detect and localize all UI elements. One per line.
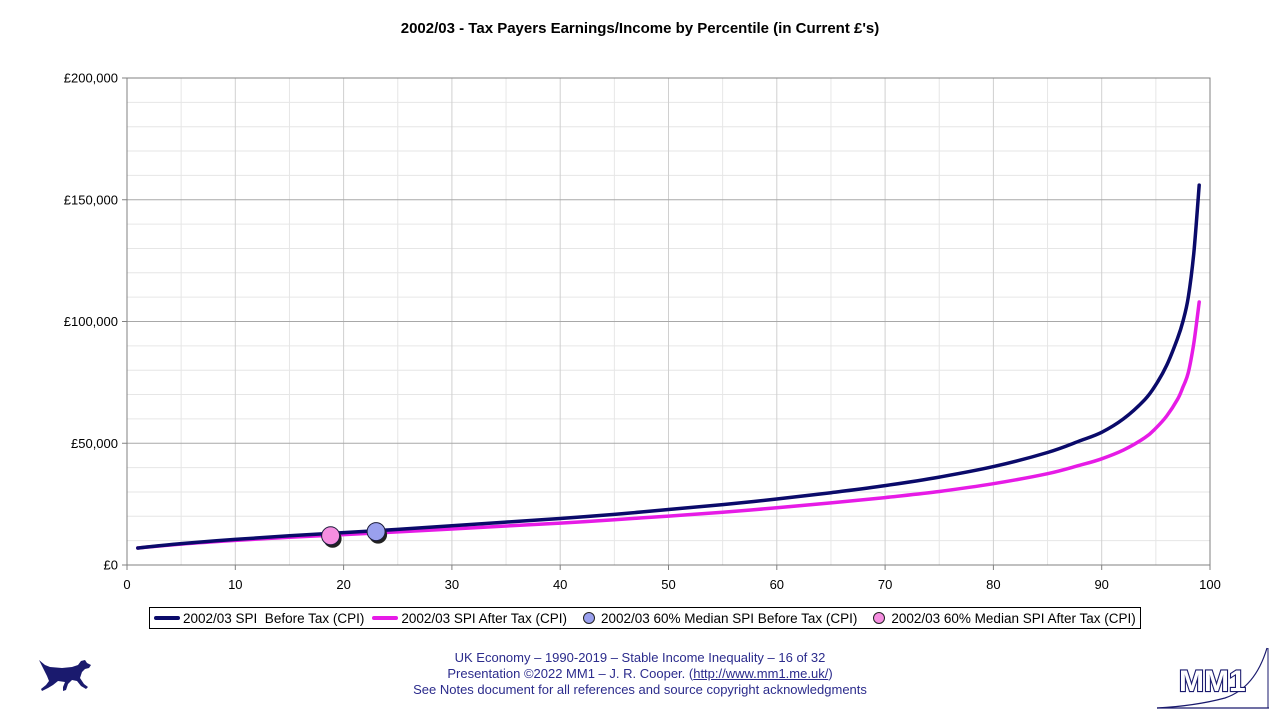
y-tick-label: £150,000: [64, 192, 118, 207]
legend-swatch-before-tax: [154, 616, 180, 620]
legend: 2002/03 SPI Before Tax (CPI) 2002/03 SPI…: [149, 607, 1141, 629]
x-tick-label: 40: [553, 577, 567, 592]
footer-line-2: Presentation ©2022 MM1 – J. R. Cooper. (…: [300, 666, 980, 682]
y-tick-label: £0: [104, 558, 118, 573]
grid: [127, 78, 1210, 565]
legend-label-before-tax: 2002/03 SPI Before Tax (CPI): [183, 610, 365, 626]
legend-item-median-after: 2002/03 60% Median SPI After Tax (CPI): [865, 610, 1136, 626]
mm1-logo: MM1: [1156, 647, 1269, 709]
y-tick-label: £200,000: [64, 71, 118, 86]
footer-line-2-prefix: Presentation ©2022 MM1 – J. R. Cooper. (: [447, 666, 694, 681]
y-tick-label: £100,000: [64, 314, 118, 329]
x-tick-label: 20: [336, 577, 350, 592]
legend-swatch-after-tax: [372, 616, 399, 620]
legend-label-median-after: 2002/03 60% Median SPI After Tax (CPI): [891, 610, 1136, 626]
legend-swatch-median-before: [582, 612, 595, 624]
footer-line-3: See Notes document for all references an…: [413, 682, 867, 697]
x-tick-label: 60: [770, 577, 784, 592]
x-tick-label: 70: [878, 577, 892, 592]
marker-median-before-tax: [366, 522, 386, 542]
x-tick-label: 50: [661, 577, 675, 592]
x-tick-label: 10: [228, 577, 242, 592]
x-tick-label: 30: [445, 577, 459, 592]
x-tick-label: 90: [1094, 577, 1108, 592]
legend-item-after-tax: 2002/03 SPI After Tax (CPI): [372, 611, 567, 626]
chart-title: 2002/03 - Tax Payers Earnings/Income by …: [400, 20, 880, 37]
legend-item-before-tax: 2002/03 SPI Before Tax (CPI): [154, 611, 364, 626]
axis-ticks: £0 £50,000 £100,000 £150,000 £200,000 0 10 20 30…: [64, 71, 1221, 593]
legend-swatch-median-after: [873, 612, 886, 624]
legend-label-median-before: 2002/03 60% Median SPI Before Tax (CPI): [600, 610, 858, 626]
running-dog-icon: [39, 660, 91, 691]
x-tick-label: 80: [986, 577, 1000, 592]
x-tick-label: 0: [123, 577, 130, 592]
mm1-logo-text: MM1: [1179, 665, 1246, 698]
marker-median-after-tax: [321, 526, 341, 546]
series-layer: [136, 183, 1201, 550]
legend-label-after-tax: 2002/03 SPI After Tax (CPI): [401, 610, 567, 626]
x-tick-label: 100: [1199, 577, 1221, 592]
footer: UK Economy – 1990-2019 – Stable Income I…: [300, 650, 980, 698]
y-tick-label: £50,000: [71, 436, 118, 451]
legend-item-median-before: 2002/03 60% Median SPI Before Tax (CPI): [575, 611, 857, 626]
footer-line-2-suffix: ): [828, 666, 833, 681]
footer-link[interactable]: http://www.mm1.me.uk/: [693, 666, 829, 681]
footer-line-1: UK Economy – 1990-2019 – Stable Income I…: [454, 650, 826, 665]
